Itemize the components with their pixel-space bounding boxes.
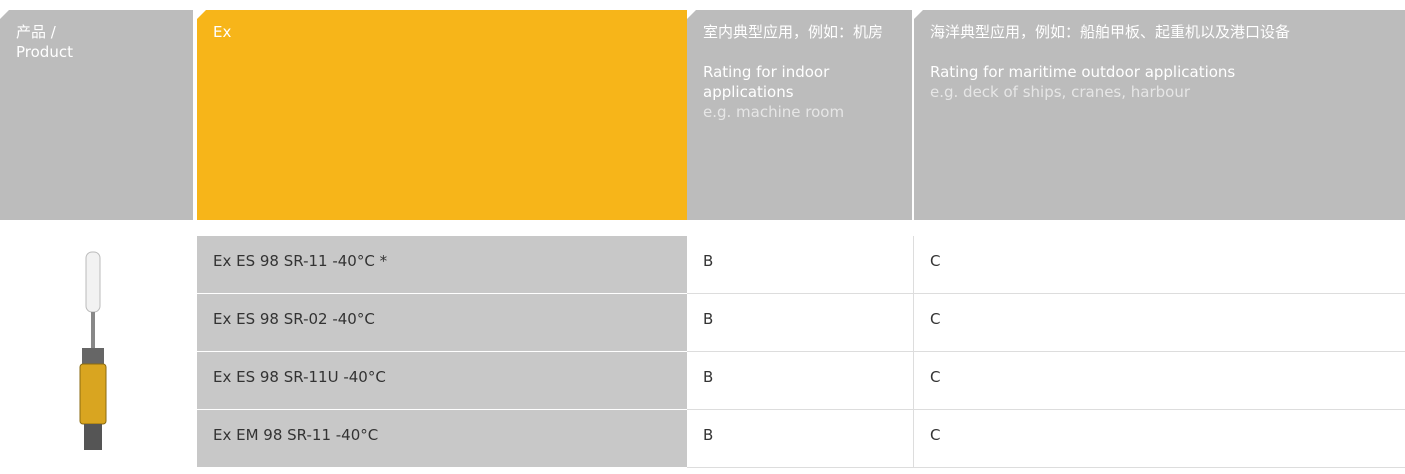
- table-row: Ex ES 98 SR-11U -40°C B C: [197, 352, 1405, 410]
- table-cell: C: [914, 352, 1405, 410]
- table-cell: B: [687, 352, 914, 410]
- header-product: 产品 / Product: [0, 10, 193, 220]
- header-maritime: 海洋典型应用，例如：船舶甲板、起重机以及港口设备 Rating for mari…: [914, 10, 1405, 220]
- product-image: [79, 251, 107, 450]
- table-cell: Ex ES 98 SR-11 -40°C *: [197, 236, 687, 294]
- table-row: Ex ES 98 SR-11 -40°C * B C: [197, 236, 1405, 294]
- header-ex: Ex: [197, 10, 687, 220]
- table-cell: Ex ES 98 SR-11U -40°C: [197, 352, 687, 410]
- header-indoor: 室内典型应用，例如：机房 Rating for indoor applicati…: [687, 10, 912, 220]
- table-cell: C: [914, 410, 1405, 468]
- table-cell: C: [914, 294, 1405, 352]
- header-text: 产品 /: [16, 23, 56, 41]
- header-note: e.g. machine room: [703, 103, 845, 121]
- table-row: Ex EM 98 SR-11 -40°C B C: [197, 410, 1405, 468]
- header-zh: 室内典型应用，例如：机房: [703, 23, 884, 41]
- table-cell: B: [687, 410, 914, 468]
- table-row: Ex ES 98 SR-02 -40°C B C: [197, 294, 1405, 352]
- header-zh: 海洋典型应用，例如：船舶甲板、起重机以及港口设备: [930, 23, 1291, 41]
- table-cell: Ex EM 98 SR-11 -40°C: [197, 410, 687, 468]
- header-title: Rating for maritime outdoor applications: [930, 63, 1236, 81]
- table-cell: B: [687, 294, 914, 352]
- table-cell: B: [687, 236, 914, 294]
- table-cell: C: [914, 236, 1405, 294]
- table-cell: Ex ES 98 SR-02 -40°C: [197, 294, 687, 352]
- header-note: e.g. deck of ships, cranes, harbour: [930, 83, 1191, 101]
- header-text: Ex: [213, 23, 232, 41]
- header-title: Rating for indoor applications: [703, 63, 830, 101]
- header-text: Product: [16, 43, 73, 61]
